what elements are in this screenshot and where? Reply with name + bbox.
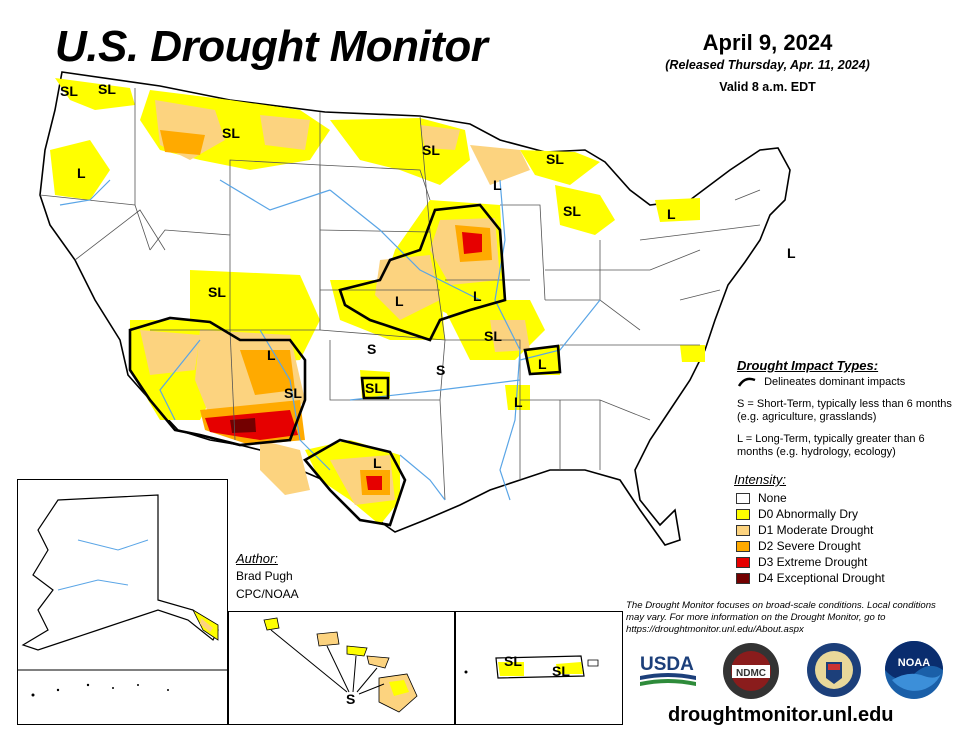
label-sl-mi: SL (563, 203, 581, 219)
label-s-ok: S (367, 341, 376, 357)
ndmc-logo[interactable]: NDMC (722, 642, 780, 700)
map-title: U.S. Drought Monitor (55, 22, 488, 71)
usda-logo-icon: USDA (640, 654, 696, 686)
author-name: Brad Pugh (236, 569, 293, 583)
disclaimer-note: The Drought Monitor focuses on broad-sca… (626, 600, 936, 635)
swatch-none (736, 492, 750, 504)
legend-label: D0 Abnormally Dry (758, 507, 859, 521)
label-l-ia: L (473, 288, 482, 304)
label-sl-mt: SL (222, 125, 240, 141)
author-org: CPC/NOAA (236, 587, 299, 601)
impact-line-desc: Delineates dominant impacts (764, 376, 906, 388)
puerto-rico-inset: SL SL (455, 611, 623, 725)
legend-item-d4: D4 Exceptional Drought (736, 571, 885, 585)
legend-label: D2 Severe Drought (758, 539, 861, 553)
commerce-seal-icon (807, 643, 861, 697)
label-sl-nd: SL (422, 142, 440, 158)
rivers (59, 179, 601, 501)
legend-label: D4 Exceptional Drought (758, 571, 885, 585)
label-sl-mi-up: SL (546, 151, 564, 167)
label-sl-pr2: SL (552, 663, 570, 679)
swatch-d4 (736, 572, 750, 584)
commerce-logo[interactable] (806, 642, 862, 698)
label-s-ar: S (436, 362, 445, 378)
swatch-d2 (736, 540, 750, 552)
valid-time: Valid 8 a.m. EDT (719, 80, 816, 94)
svg-text:NDMC: NDMC (736, 668, 766, 679)
noaa-logo[interactable]: NOAA (884, 640, 944, 700)
intensity-legend-title: Intensity: (734, 472, 787, 487)
legend-item-d0: D0 Abnormally Dry (736, 507, 858, 521)
author-heading: Author: (236, 551, 278, 566)
label-l-ky: L (538, 356, 547, 372)
alaska-map (18, 494, 227, 697)
svg-text:NOAA: NOAA (898, 657, 930, 669)
label-l-tx: L (373, 455, 382, 471)
impact-lines (128, 203, 562, 527)
label-sl-ut: SL (208, 284, 226, 300)
label-l-ar: L (514, 394, 523, 410)
label-sl-wa2: SL (98, 81, 116, 97)
hawaii-map: S (263, 617, 418, 713)
label-sl-pr: SL (504, 653, 522, 669)
label-l-co: L (267, 347, 276, 363)
legend-item-d3: D3 Extreme Drought (736, 555, 867, 569)
label-l-wi: L (493, 177, 502, 193)
label-l-ny: L (667, 206, 676, 222)
puerto-rico-map: SL SL (464, 653, 599, 679)
website-link[interactable]: droughtmonitor.unl.edu (668, 704, 894, 726)
ndmc-logo-icon: NDMC (723, 643, 779, 699)
noaa-logo-icon: NOAA (885, 641, 943, 699)
label-s-hi: S (346, 691, 355, 707)
impact-long-term-desc: L = Long-Term, typically greater than 6 … (737, 433, 925, 458)
legend-label: D3 Extreme Drought (758, 555, 868, 569)
label-sl-ok: SL (365, 380, 383, 396)
label-sl-nm: SL (284, 385, 302, 401)
label-sl-mo: SL (484, 328, 502, 344)
impact-short-term-desc: S = Short-Term, typically less than 6 mo… (737, 398, 952, 423)
usda-logo[interactable]: USDA (638, 650, 698, 692)
label-l-me: L (787, 245, 796, 261)
label-l-or: L (77, 165, 86, 181)
impact-legend-line-item: Delineates dominant impacts (737, 376, 947, 388)
map-date: April 9, 2024 (702, 30, 833, 55)
swatch-d3 (736, 556, 750, 568)
legend-item-none: None (736, 491, 787, 505)
impact-line-icon (737, 377, 756, 387)
legend-item-d1: D1 Moderate Drought (736, 523, 873, 537)
impact-legend-title: Drought Impact Types: (737, 358, 879, 373)
legend-label: None (758, 491, 787, 505)
release-date: (Released Thursday, Apr. 11, 2024) (665, 58, 870, 72)
alaska-inset (17, 479, 228, 725)
label-sl-wa: SL (60, 83, 78, 99)
hawaii-inset: S (228, 611, 455, 725)
legend-item-d2: D2 Severe Drought (736, 539, 861, 553)
swatch-d0 (736, 508, 750, 520)
d4-areas (230, 418, 256, 433)
swatch-d1 (736, 524, 750, 536)
label-l-ks: L (395, 293, 404, 309)
svg-text:USDA: USDA (640, 654, 694, 675)
legend-label: D1 Moderate Drought (758, 523, 874, 537)
